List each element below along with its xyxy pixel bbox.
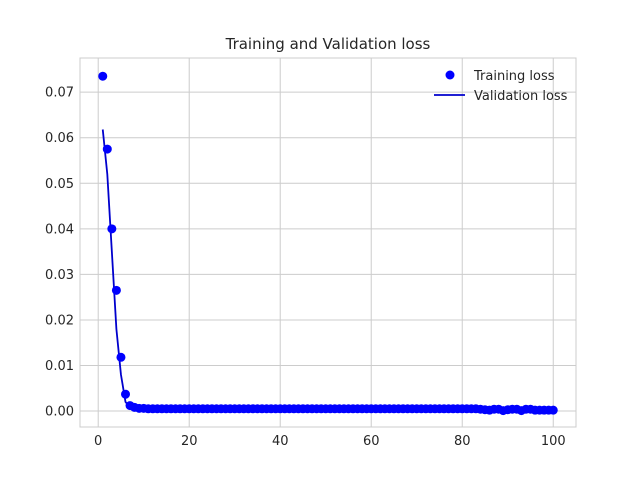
training-loss-point — [116, 352, 126, 362]
legend-training-marker — [445, 70, 455, 80]
training-loss-point — [111, 285, 121, 295]
legend: Training loss Validation loss — [434, 69, 568, 104]
training-loss-point — [107, 224, 117, 234]
legend-validation-label: Validation loss — [474, 89, 568, 104]
training-loss-point — [548, 405, 558, 415]
x-tick-label: 100 — [541, 434, 566, 449]
x-tick-label: 0 — [94, 434, 102, 449]
plot-frame — [79, 57, 577, 428]
series — [98, 71, 558, 416]
x-tick-label: 80 — [454, 434, 471, 449]
y-tick-label: 0.04 — [45, 222, 74, 237]
y-tick-label: 0.00 — [45, 405, 74, 420]
y-tick-label: 0.05 — [45, 177, 74, 192]
y-tick-label: 0.03 — [45, 268, 74, 283]
chart-title: Training and Validation loss — [225, 35, 431, 53]
y-tick-label: 0.07 — [45, 86, 74, 101]
y-tick-label: 0.06 — [45, 131, 74, 146]
validation-loss-line — [101, 129, 554, 412]
grid — [80, 58, 576, 427]
y-tick-label: 0.02 — [45, 313, 74, 328]
training-loss-point — [121, 389, 130, 399]
x-tick-label: 20 — [181, 434, 198, 449]
legend-training-label: Training loss — [473, 69, 555, 84]
axis-ticks: 0 20 40 60 80 100 0.00 0.01 0.02 0.03 0.04 0.05 0.06… — [45, 86, 566, 449]
x-tick-label: 60 — [363, 434, 380, 449]
x-tick-label: 40 — [272, 434, 289, 449]
y-tick-label: 0.01 — [45, 359, 74, 374]
training-loss-point — [102, 144, 112, 154]
training-loss-point — [98, 71, 108, 81]
